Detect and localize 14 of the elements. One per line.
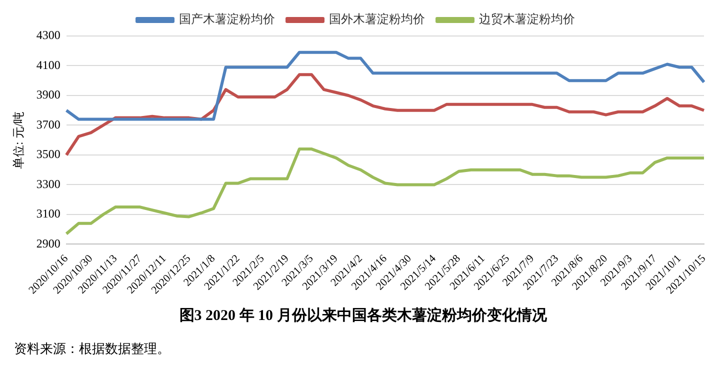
legend-label: 国产木薯淀粉均价	[179, 12, 275, 26]
legend-label: 国外木薯淀粉均价	[329, 12, 425, 26]
y-tick-label: 3100	[36, 206, 60, 221]
y-tick-label: 4300	[36, 28, 60, 42]
y-axis-title: 单位: 元/吨	[11, 111, 26, 169]
y-tick-label: 3500	[36, 147, 60, 162]
y-tick-label: 4100	[36, 58, 60, 72]
y-tick-label: 3700	[36, 117, 60, 132]
y-tick-label: 3300	[36, 176, 60, 191]
legend-label: 边贸木薯淀粉均价	[479, 12, 575, 26]
y-tick-label: 3900	[36, 88, 60, 102]
y-tick-label: 2900	[36, 236, 60, 250]
text: 资料来源：根据数据整理。	[14, 340, 170, 358]
text: 图3 2020 年 10 月份以来中国各类木薯淀粉均价变化情况	[178, 306, 548, 325]
